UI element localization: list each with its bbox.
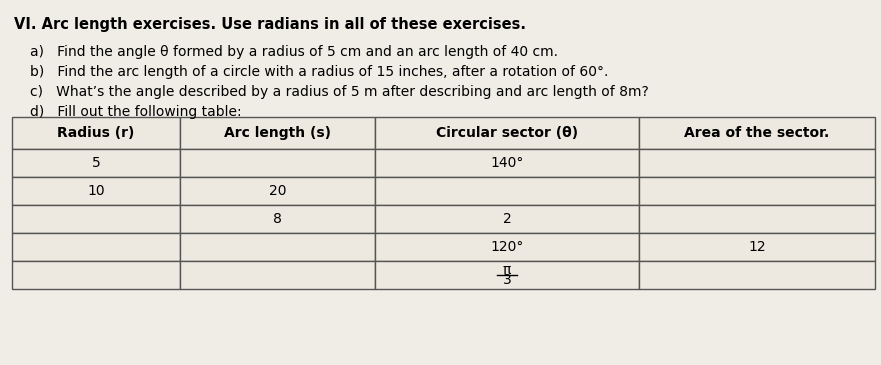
Text: 12: 12 bbox=[748, 240, 766, 254]
Text: VI. Arc length exercises. Use radians in all of these exercises.: VI. Arc length exercises. Use radians in… bbox=[14, 17, 526, 32]
Text: 8: 8 bbox=[273, 212, 282, 226]
Bar bbox=[375, 149, 639, 177]
Text: 120°: 120° bbox=[491, 240, 524, 254]
Bar bbox=[180, 149, 375, 177]
Text: 20: 20 bbox=[269, 184, 286, 198]
Bar bbox=[375, 117, 639, 149]
Bar bbox=[180, 117, 375, 149]
Text: b)   Find the arc length of a circle with a radius of 15 inches, after a rotatio: b) Find the arc length of a circle with … bbox=[30, 65, 609, 79]
Bar bbox=[180, 233, 375, 261]
Bar bbox=[639, 149, 875, 177]
Text: 2: 2 bbox=[503, 212, 512, 226]
Bar bbox=[639, 177, 875, 205]
Bar bbox=[12, 205, 180, 233]
Bar bbox=[639, 205, 875, 233]
Bar bbox=[375, 261, 639, 289]
Bar bbox=[12, 117, 180, 149]
Bar bbox=[180, 261, 375, 289]
Text: 5: 5 bbox=[92, 156, 100, 170]
Bar bbox=[12, 261, 180, 289]
Bar bbox=[639, 117, 875, 149]
Text: Arc length (s): Arc length (s) bbox=[224, 126, 331, 140]
Text: a)   Find the angle θ formed by a radius of 5 cm and an arc length of 40 cm.: a) Find the angle θ formed by a radius o… bbox=[30, 45, 558, 59]
Text: π: π bbox=[503, 263, 511, 277]
Bar bbox=[12, 233, 180, 261]
Bar bbox=[639, 261, 875, 289]
Bar bbox=[180, 205, 375, 233]
Text: 10: 10 bbox=[87, 184, 105, 198]
Bar bbox=[180, 177, 375, 205]
Bar bbox=[375, 177, 639, 205]
Bar bbox=[375, 233, 639, 261]
Bar bbox=[12, 177, 180, 205]
Bar bbox=[375, 205, 639, 233]
Bar bbox=[639, 233, 875, 261]
Text: Radius (r): Radius (r) bbox=[57, 126, 135, 140]
Text: d)   Fill out the following table:: d) Fill out the following table: bbox=[30, 105, 241, 119]
Bar bbox=[12, 149, 180, 177]
Text: Area of the sector.: Area of the sector. bbox=[685, 126, 830, 140]
Text: 140°: 140° bbox=[491, 156, 524, 170]
Text: Circular sector (θ): Circular sector (θ) bbox=[436, 126, 578, 140]
Text: c)   What’s the angle described by a radius of 5 m after describing and arc leng: c) What’s the angle described by a radiu… bbox=[30, 85, 648, 99]
Text: 3: 3 bbox=[503, 273, 512, 287]
